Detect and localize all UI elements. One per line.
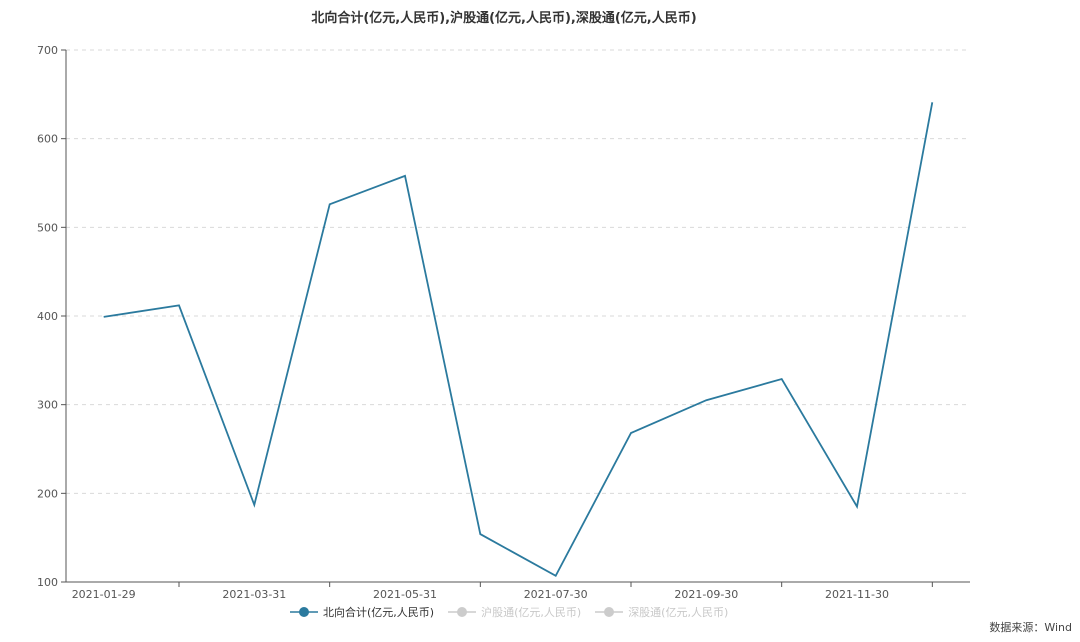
legend-item-shenzhen-connect[interactable]: 深股通(亿元,人民币) bbox=[595, 604, 728, 620]
legend-item-shanghai-connect[interactable]: 沪股通(亿元,人民币) bbox=[448, 604, 581, 620]
svg-text:100: 100 bbox=[37, 576, 58, 589]
svg-text:2021-01-29: 2021-01-29 bbox=[72, 588, 136, 601]
legend: 北向合计(亿元,人民币) 沪股通(亿元,人民币) 深股通(亿元,人民币) bbox=[290, 604, 728, 620]
x-axis: 2021-01-29 2021-03-31 2021-05-31 2021-07-30… bbox=[66, 581, 970, 601]
legend-label: 北向合计(亿元,人民币) bbox=[323, 606, 435, 619]
svg-text:600: 600 bbox=[37, 133, 58, 146]
chart-title: 北向合计(亿元,人民币),沪股通(亿元,人民币),深股通(亿元,人民币) bbox=[311, 11, 697, 26]
svg-text:2021-09-30: 2021-09-30 bbox=[674, 588, 738, 601]
legend-item-northbound[interactable]: 北向合计(亿元,人民币) bbox=[290, 604, 434, 620]
legend-marker-icon bbox=[448, 607, 477, 617]
y-axis: 100 200 300 400 500 600 700 bbox=[37, 44, 67, 589]
svg-text:2021-03-31: 2021-03-31 bbox=[222, 588, 286, 601]
gridlines bbox=[66, 49, 970, 494]
svg-text:2021-05-31: 2021-05-31 bbox=[373, 588, 437, 601]
series-lines bbox=[103, 102, 934, 578]
svg-text:400: 400 bbox=[37, 310, 58, 323]
svg-text:700: 700 bbox=[37, 44, 58, 57]
legend-marker-icon bbox=[595, 607, 624, 617]
svg-text:2021-07-30: 2021-07-30 bbox=[524, 588, 588, 601]
svg-text:500: 500 bbox=[37, 221, 58, 234]
data-source: 数据来源：Wind bbox=[989, 621, 1072, 634]
svg-text:200: 200 bbox=[37, 487, 58, 500]
legend-label: 深股通(亿元,人民币) bbox=[628, 606, 729, 619]
svg-text:2021-11-30: 2021-11-30 bbox=[825, 588, 889, 601]
svg-text:300: 300 bbox=[37, 399, 58, 412]
legend-marker-icon bbox=[290, 607, 318, 617]
legend-label: 沪股通(亿元,人民币) bbox=[481, 606, 582, 619]
